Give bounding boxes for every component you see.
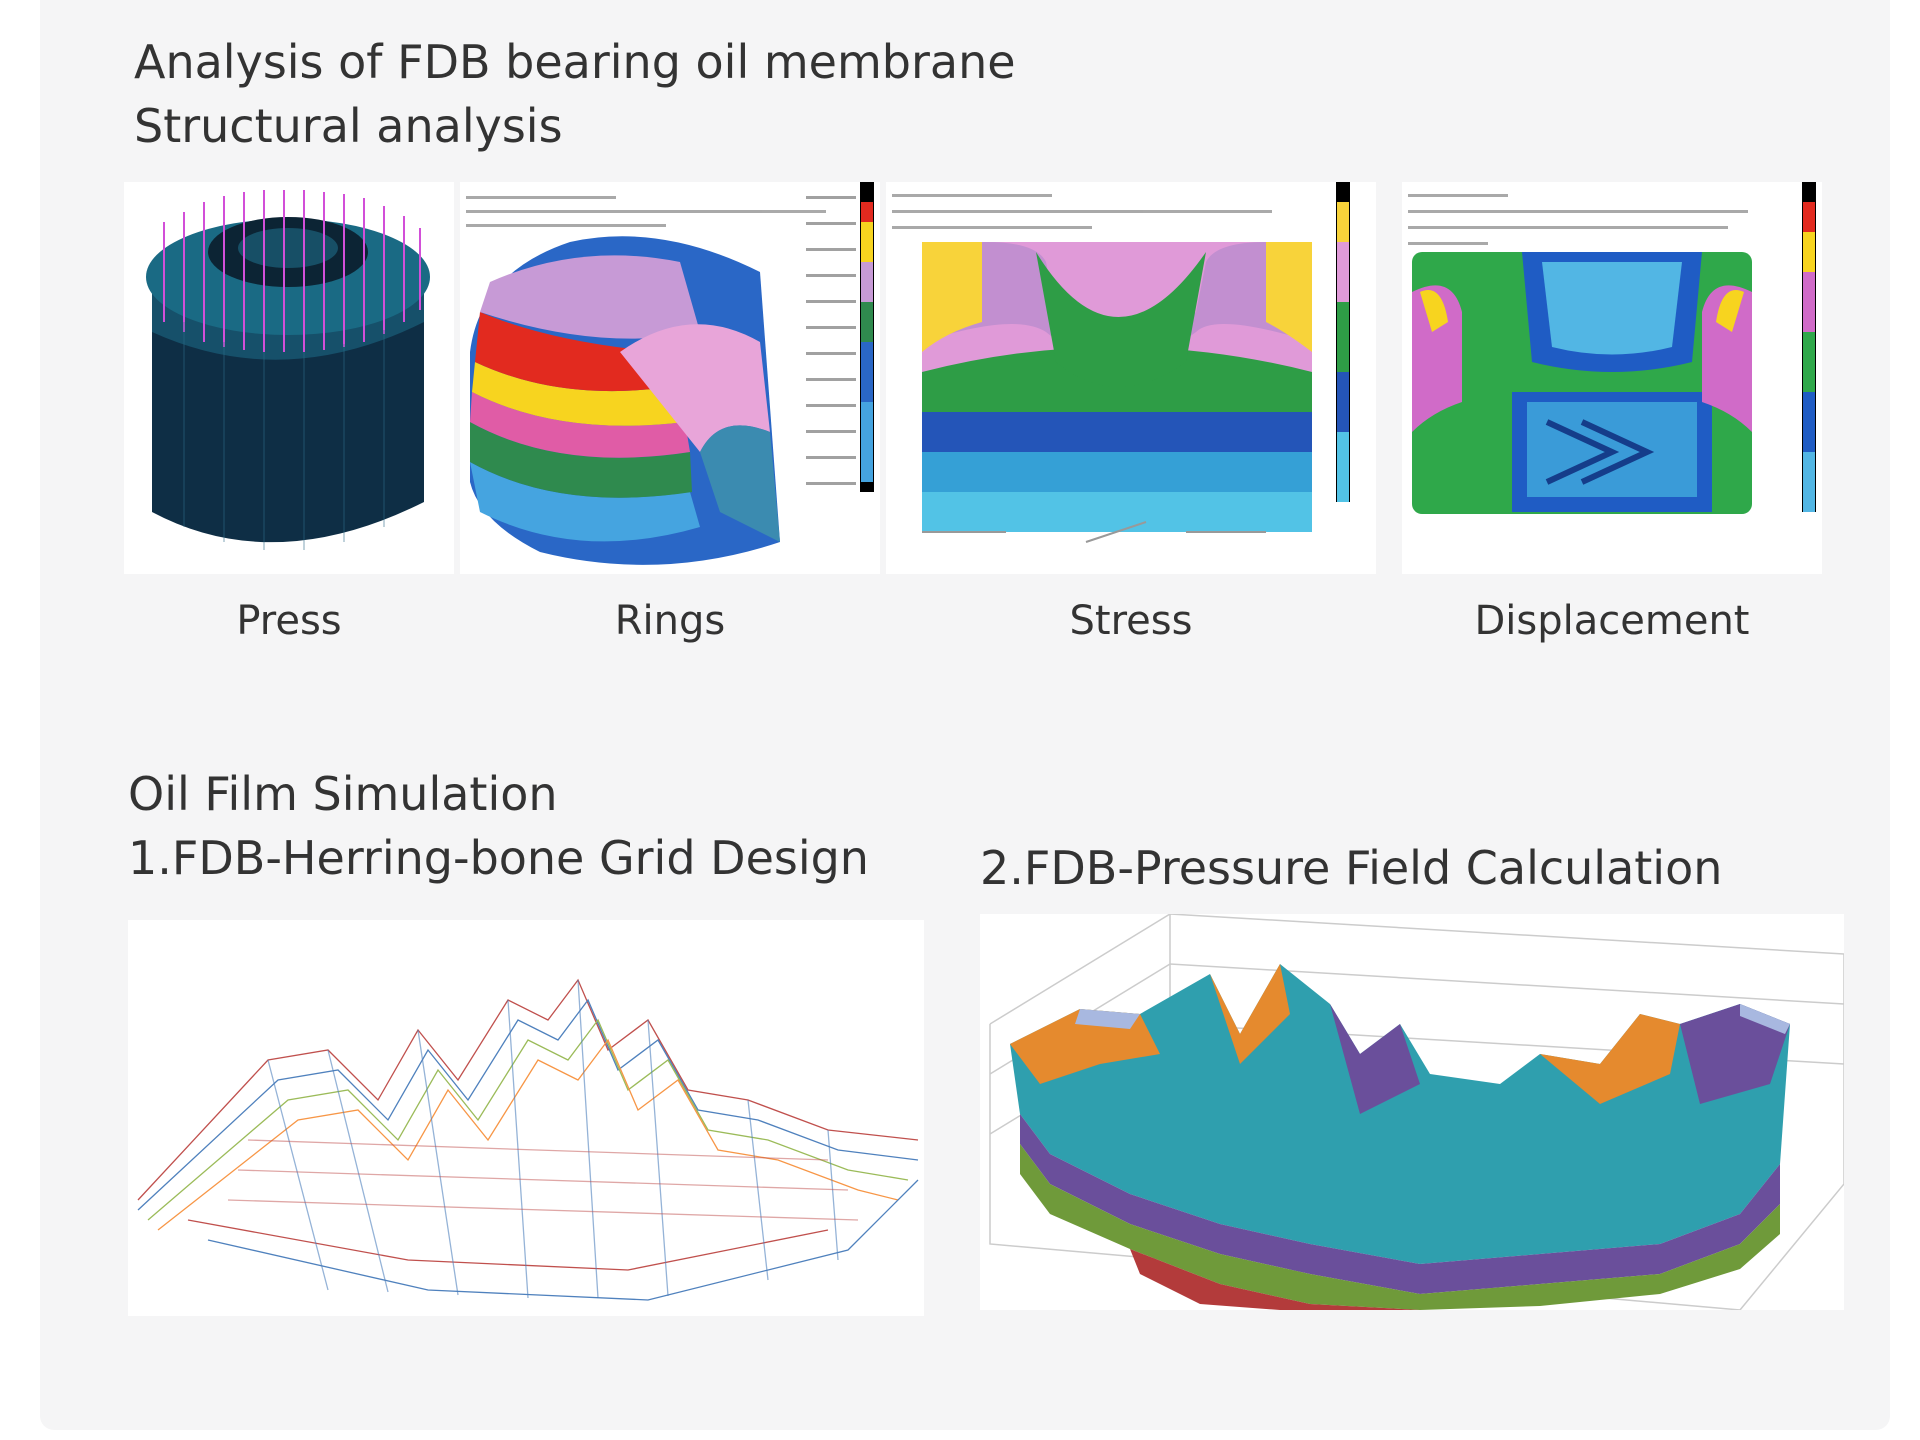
herring-bone-figure <box>128 920 924 1316</box>
oil-film-title: Oil Film Simulation <box>128 767 558 821</box>
stress-figure <box>886 182 1376 574</box>
displacement-illustration <box>1402 182 1822 574</box>
stress-illustration <box>886 182 1376 574</box>
herring-bone-wireframe <box>128 920 924 1316</box>
pressure-field-title: 2.FDB-Pressure Field Calculation <box>980 841 1723 895</box>
pressure-field-figure <box>980 914 1844 1310</box>
structural-title-line2: Structural analysis <box>134 99 563 153</box>
herring-bone-title: 1.FDB-Herring-bone Grid Design <box>128 831 869 885</box>
stress-caption: Stress <box>1069 598 1193 644</box>
displacement-figure <box>1402 182 1822 574</box>
press-figure <box>124 182 454 574</box>
rings-illustration <box>460 182 880 574</box>
pressure-field-chart <box>980 914 1844 1310</box>
structural-title-line1: Analysis of FDB bearing oil membrane <box>134 35 1016 89</box>
rings-caption: Rings <box>614 598 726 644</box>
content-panel: Analysis of FDB bearing oil membrane Str… <box>40 0 1890 1430</box>
displacement-caption: Displacement <box>1474 598 1750 644</box>
press-caption: Press <box>236 598 342 644</box>
press-illustration <box>124 182 454 574</box>
rings-figure <box>460 182 880 574</box>
